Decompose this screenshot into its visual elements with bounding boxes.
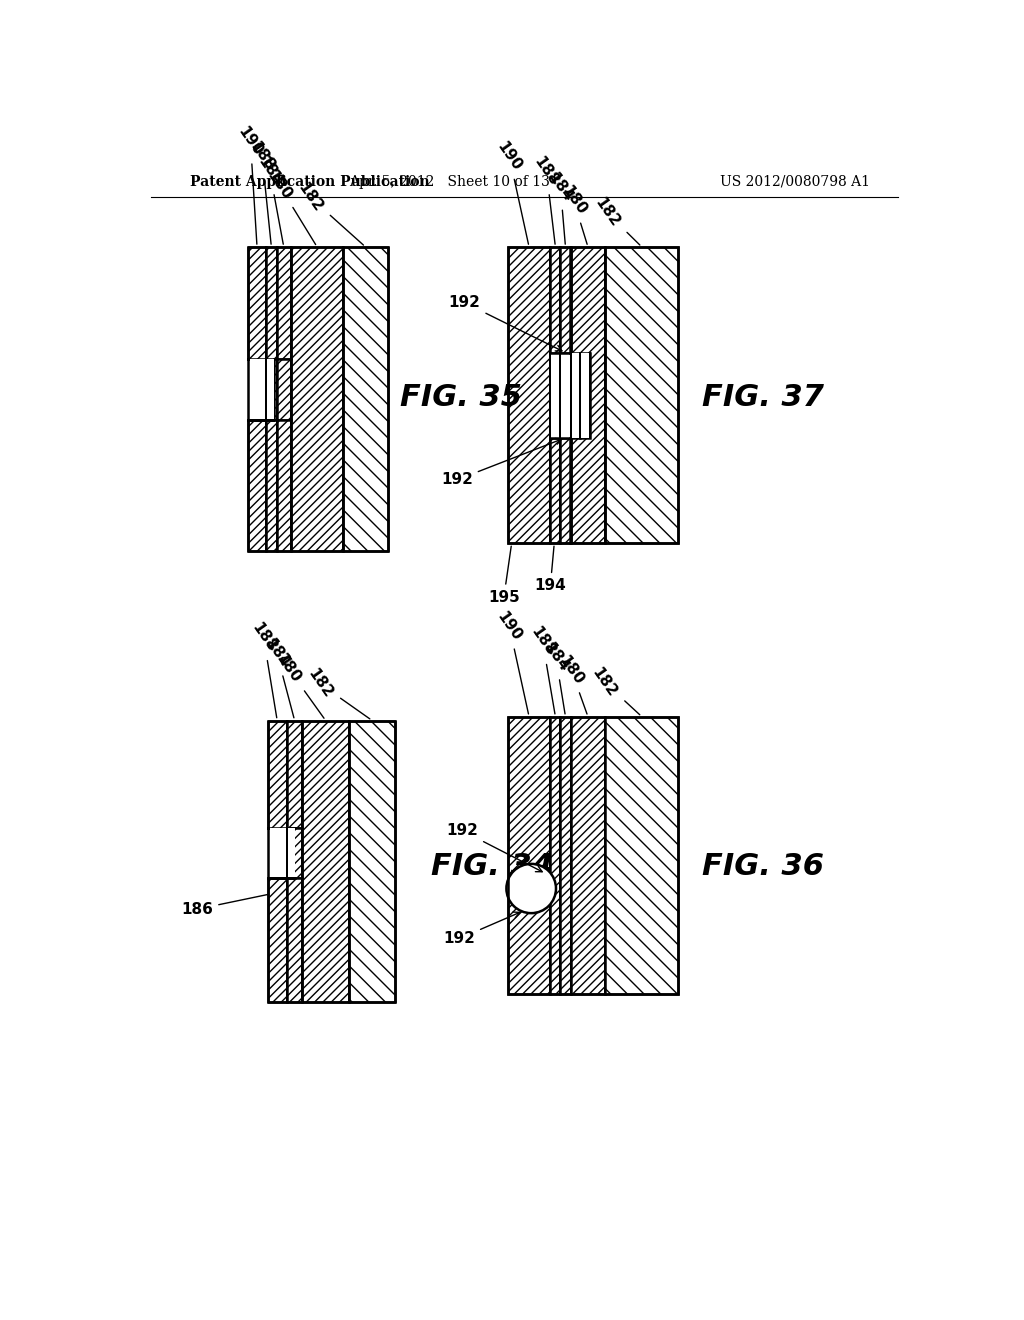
Text: 188: 188 bbox=[527, 624, 558, 714]
Text: 184: 184 bbox=[255, 154, 285, 244]
Bar bbox=[570, 247, 605, 544]
Text: 180: 180 bbox=[273, 651, 324, 718]
Bar bbox=[276, 247, 291, 359]
Bar bbox=[349, 721, 395, 1002]
Bar bbox=[276, 420, 291, 552]
Text: 186: 186 bbox=[181, 895, 268, 916]
Bar bbox=[508, 717, 550, 994]
Bar bbox=[550, 437, 560, 544]
Text: 195: 195 bbox=[488, 546, 520, 605]
Text: FIG. 35: FIG. 35 bbox=[400, 383, 522, 412]
Bar bbox=[343, 247, 388, 552]
Bar bbox=[276, 359, 291, 420]
Bar bbox=[508, 717, 678, 994]
Bar bbox=[508, 247, 678, 544]
Bar bbox=[570, 352, 590, 437]
Bar bbox=[273, 359, 276, 420]
Bar bbox=[287, 721, 302, 829]
Text: 180: 180 bbox=[558, 183, 589, 244]
Bar bbox=[287, 878, 302, 1002]
Text: 188: 188 bbox=[247, 139, 278, 244]
Text: 182: 182 bbox=[295, 180, 364, 246]
Text: 182: 182 bbox=[592, 195, 640, 246]
Text: 192: 192 bbox=[449, 296, 562, 351]
Bar bbox=[550, 717, 560, 994]
Bar bbox=[248, 247, 266, 359]
Text: Apr. 5, 2012   Sheet 10 of 13: Apr. 5, 2012 Sheet 10 of 13 bbox=[349, 174, 550, 189]
Bar bbox=[248, 359, 273, 420]
Bar bbox=[266, 247, 276, 359]
Text: 190: 190 bbox=[494, 139, 528, 244]
Text: 182: 182 bbox=[305, 667, 370, 719]
Bar bbox=[580, 352, 590, 437]
Bar bbox=[605, 247, 678, 544]
Text: FIG. 37: FIG. 37 bbox=[702, 383, 824, 412]
Bar bbox=[560, 247, 570, 352]
Bar bbox=[550, 247, 560, 352]
Bar bbox=[570, 717, 605, 994]
Bar bbox=[508, 247, 550, 544]
Text: FIG. 34: FIG. 34 bbox=[431, 853, 553, 882]
Bar bbox=[302, 721, 349, 1002]
Text: 184: 184 bbox=[261, 636, 294, 718]
Circle shape bbox=[507, 863, 556, 913]
Text: Patent Application Publication: Patent Application Publication bbox=[190, 174, 430, 189]
Text: 182: 182 bbox=[590, 665, 640, 714]
Bar bbox=[287, 829, 295, 878]
Text: 184: 184 bbox=[541, 640, 571, 714]
Bar bbox=[266, 420, 276, 552]
Bar bbox=[550, 352, 569, 437]
Bar bbox=[287, 829, 302, 878]
Bar bbox=[291, 247, 343, 552]
Text: 192: 192 bbox=[443, 912, 520, 946]
Text: 192: 192 bbox=[441, 438, 562, 487]
Text: US 2012/0080798 A1: US 2012/0080798 A1 bbox=[720, 174, 869, 189]
Bar bbox=[560, 717, 570, 994]
Text: 188: 188 bbox=[249, 620, 279, 718]
Text: 190: 190 bbox=[494, 609, 528, 714]
Text: 184: 184 bbox=[545, 170, 575, 244]
Text: 188: 188 bbox=[531, 154, 562, 244]
Text: FIG. 36: FIG. 36 bbox=[702, 853, 824, 882]
Text: 194: 194 bbox=[535, 546, 566, 593]
Bar bbox=[248, 420, 266, 552]
Bar bbox=[267, 829, 295, 878]
Bar bbox=[605, 717, 678, 994]
Bar bbox=[267, 721, 287, 829]
Bar bbox=[569, 352, 580, 437]
Text: 192: 192 bbox=[446, 824, 543, 871]
Text: 190: 190 bbox=[236, 124, 265, 244]
Bar bbox=[560, 437, 570, 544]
Text: 180: 180 bbox=[264, 168, 315, 244]
Text: 180: 180 bbox=[556, 653, 587, 714]
Bar bbox=[267, 878, 287, 1002]
